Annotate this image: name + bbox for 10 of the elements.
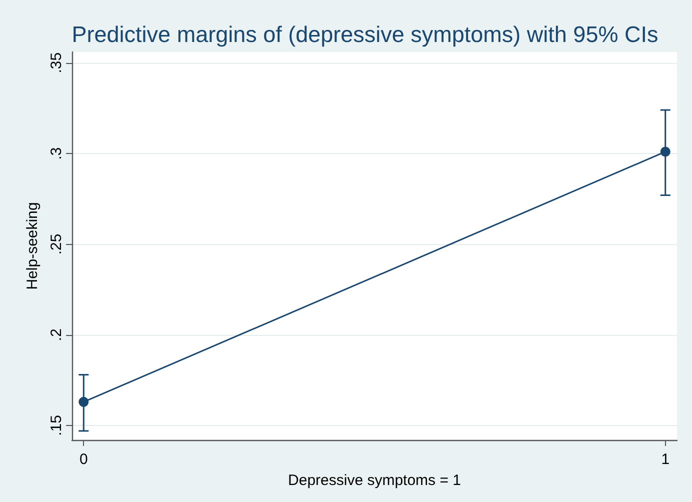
chart-title: Predictive margins of (depressive symptoms) with 95% CIs <box>72 22 658 47</box>
y-tick-label: .25 <box>48 234 65 255</box>
y-tick-label: .35 <box>48 52 65 74</box>
x-tick-label: 1 <box>661 451 670 468</box>
x-axis-title: Depressive symptoms = 1 <box>288 472 461 489</box>
x-tick-label: 0 <box>79 451 88 468</box>
y-tick-label: .15 <box>48 415 65 436</box>
y-axis-title: Help-seeking <box>24 202 41 290</box>
y-tick-label: .2 <box>48 328 65 342</box>
y-tick-label: .3 <box>48 147 65 160</box>
